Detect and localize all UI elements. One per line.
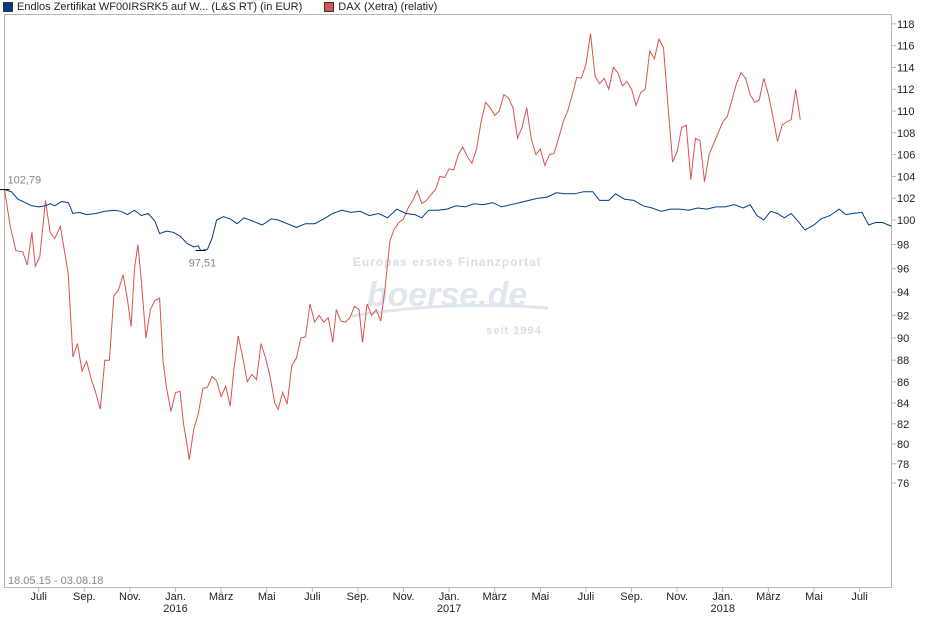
boerse-watermark: Europas erstes Finanzportal boerse.de se… — [351, 255, 549, 337]
x-tick-label: Mai — [531, 591, 549, 603]
x-tick-label: Nov. — [119, 591, 141, 603]
x-year-label: 2018 — [711, 603, 735, 615]
x-tick-label: Sep. — [620, 591, 643, 603]
y-axis: 76 78 80 82 84 86 88 90 92 94 96 98 100 102 104 106 108 1… — [891, 19, 915, 490]
y-tick-label: 80 — [897, 439, 909, 451]
y-tick-label: 86 — [897, 377, 909, 389]
legend-swatch-zertifikat — [3, 2, 13, 12]
y-tick-label: 100 — [897, 215, 915, 227]
zertifikat-line — [4, 189, 892, 252]
value-annotation: 97,51 — [189, 258, 217, 270]
date-range-label: 18.05.15 - 03.08.18 — [8, 575, 103, 587]
x-tick-label: Sep. — [73, 591, 96, 603]
x-tick-label: Juli — [851, 591, 868, 603]
x-tick-label: Sep. — [347, 591, 370, 603]
legend-swatch-dax — [324, 2, 335, 12]
y-tick-label: 78 — [897, 459, 909, 471]
x-tick-label: Jan. — [712, 591, 733, 603]
chart-legend: Endlos Zertifikat WF00IRSRK5 auf W... (L… — [3, 0, 437, 14]
watermark-swoosh — [351, 303, 549, 318]
y-tick-label: 88 — [897, 355, 909, 367]
y-tick-label: 90 — [897, 333, 909, 345]
x-year-label: 2016 — [163, 603, 187, 615]
y-tick-label: 118 — [897, 19, 915, 31]
y-tick-label: 82 — [897, 419, 909, 431]
y-tick-label: 84 — [897, 398, 909, 410]
x-tick-label: Nov. — [666, 591, 688, 603]
y-tick-label: 110 — [897, 106, 915, 118]
legend-label-dax: DAX (Xetra) (relativ) — [338, 1, 438, 13]
y-tick-label: 76 — [897, 478, 909, 490]
watermark-logo: boerse.de — [367, 276, 528, 314]
x-tick-label: März — [483, 591, 507, 603]
watermark-since: seit 1994 — [486, 325, 541, 337]
legend-label-zertifikat: Endlos Zertifikat WF00IRSRK5 auf W... (L… — [17, 1, 303, 13]
x-year-label: 2017 — [437, 603, 461, 615]
dax-line — [4, 33, 801, 460]
x-tick-label: Nov. — [393, 591, 415, 603]
y-tick-label: 114 — [897, 62, 915, 74]
x-tick-label: Jan. — [165, 591, 186, 603]
x-tick-label: Juli — [304, 591, 321, 603]
x-tick-label: Mai — [805, 591, 823, 603]
x-tick-label: März — [209, 591, 233, 603]
y-tick-label: 108 — [897, 128, 915, 140]
y-tick-label: 112 — [897, 84, 915, 96]
series-lines — [4, 33, 892, 460]
plot-frame — [4, 14, 892, 588]
value-annotation: 102,79 — [8, 175, 42, 187]
x-tick-label: Juli — [578, 591, 595, 603]
y-tick-label: 92 — [897, 310, 909, 322]
y-tick-label: 104 — [897, 171, 915, 183]
x-tick-label: Mai — [258, 591, 276, 603]
x-tick-label: Jan. — [439, 591, 460, 603]
y-tick-label: 96 — [897, 264, 909, 276]
y-tick-label: 98 — [897, 240, 909, 252]
y-tick-label: 106 — [897, 150, 915, 162]
y-tick-label: 116 — [897, 41, 915, 53]
x-tick-label: Juli — [30, 591, 47, 603]
legend-item-zertifikat[interactable]: Endlos Zertifikat WF00IRSRK5 auf W... (L… — [3, 1, 302, 13]
x-tick-label: März — [756, 591, 780, 603]
legend-item-dax[interactable]: DAX (Xetra) (relativ) — [324, 1, 437, 13]
watermark-tagline: Europas erstes Finanzportal — [353, 255, 541, 269]
y-tick-label: 94 — [897, 287, 909, 299]
y-tick-label: 102 — [897, 193, 915, 205]
value-annotations: 102,79 97,51 — [0, 175, 216, 270]
